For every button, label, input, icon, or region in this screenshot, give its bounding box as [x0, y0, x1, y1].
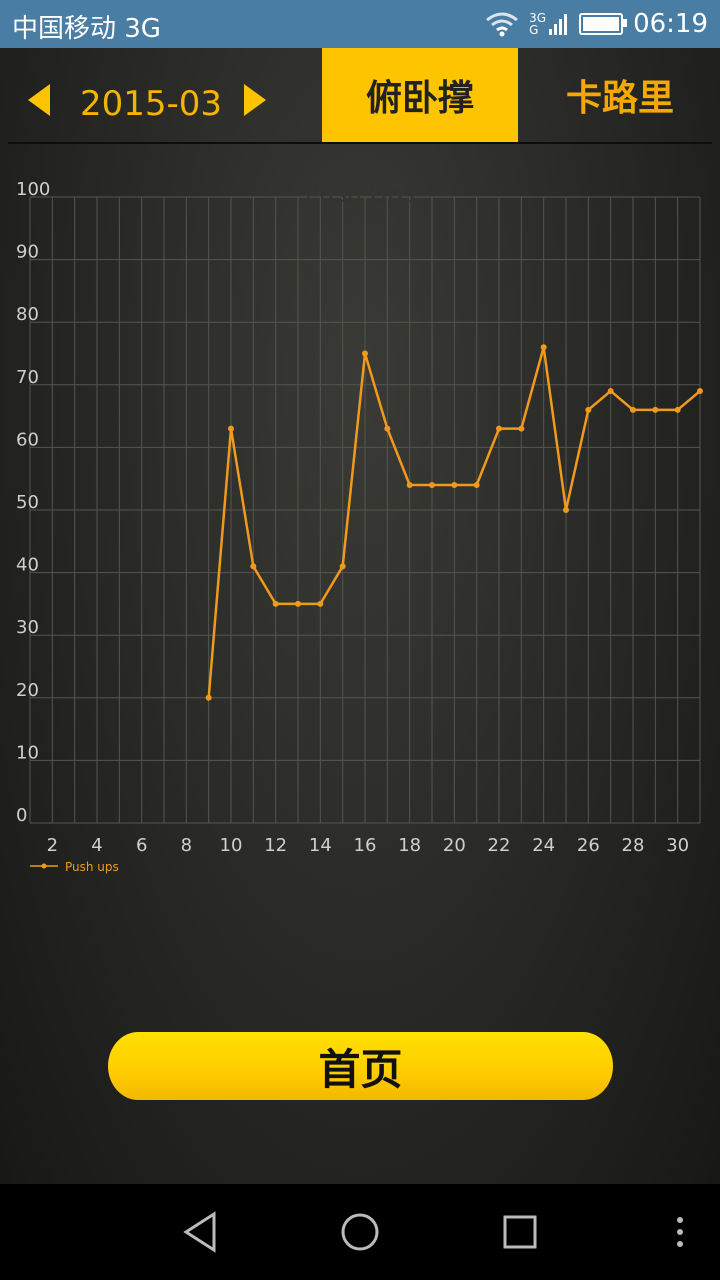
y-tick-label: 30 [16, 617, 39, 638]
home-circle-icon[interactable] [340, 1210, 380, 1254]
legend-marker [41, 863, 47, 869]
recent-apps-icon[interactable] [502, 1210, 538, 1254]
data-point [607, 388, 614, 395]
arrow-right-icon [244, 84, 266, 116]
network-type-bottom: G [529, 23, 539, 37]
y-tick-label: 70 [16, 367, 39, 388]
x-tick-label: 12 [264, 835, 287, 856]
nav-bar [0, 1184, 720, 1280]
y-tick-label: 60 [16, 429, 39, 450]
tab-calories[interactable]: 卡路里 [565, 78, 674, 119]
data-point [496, 425, 502, 432]
home-button[interactable]: 首页 [108, 1032, 613, 1100]
data-point [540, 344, 547, 351]
header-divider [8, 142, 712, 144]
y-tick-label: 50 [16, 492, 39, 513]
data-point [250, 563, 257, 570]
data-point [585, 406, 592, 413]
x-tick-label: 8 [181, 835, 192, 856]
more-menu-icon[interactable] [672, 1210, 688, 1254]
x-tick-label: 2 [47, 835, 58, 856]
y-tick-label: 10 [16, 742, 39, 763]
data-point [652, 406, 659, 413]
arrow-left-icon [28, 84, 50, 116]
x-tick-label: 26 [577, 835, 600, 856]
status-bar: 中国移动 3G 3G G 06:19 [0, 0, 720, 48]
x-tick-label: 4 [91, 835, 102, 856]
network-type-top: 3G [529, 11, 547, 25]
data-point [429, 481, 435, 488]
x-tick-label: 16 [354, 835, 377, 856]
y-tick-label: 20 [16, 680, 39, 701]
status-icons: 3G G 06:19 [485, 8, 708, 40]
data-point [317, 600, 324, 607]
data-point [384, 425, 391, 432]
data-point [697, 388, 703, 395]
x-tick-label: 22 [488, 835, 511, 856]
x-tick-label: 14 [309, 835, 332, 856]
back-icon[interactable] [180, 1210, 220, 1254]
y-tick-label: 80 [16, 304, 39, 325]
data-point [228, 425, 234, 432]
prev-month-button[interactable] [22, 80, 58, 120]
chart-title: Push Ups [305, 180, 415, 208]
data-point [563, 507, 569, 513]
next-month-button[interactable] [238, 80, 274, 120]
month-label: 2015-03 [80, 84, 223, 124]
x-tick-label: 24 [532, 835, 555, 856]
data-point [295, 600, 301, 607]
tab-pushups[interactable]: 俯卧撑 [322, 48, 518, 142]
y-tick-label: 0 [16, 805, 27, 826]
clock: 06:19 [633, 9, 708, 39]
y-tick-label: 40 [16, 555, 39, 576]
x-tick-label: 6 [136, 835, 147, 856]
data-point [473, 481, 480, 488]
signal-icon: 3G G [529, 11, 569, 37]
data-point [518, 425, 525, 432]
data-point [272, 600, 279, 607]
x-tick-label: 10 [220, 835, 243, 856]
data-point [406, 481, 413, 488]
data-point [339, 563, 346, 570]
x-tick-label: 18 [398, 835, 421, 856]
battery-icon [579, 13, 628, 35]
x-tick-label: 20 [443, 835, 466, 856]
data-point [205, 694, 212, 701]
legend-label: Push ups [65, 860, 119, 874]
carrier-label: 中国移动 3G [12, 14, 161, 44]
y-tick-label: 90 [16, 242, 39, 263]
y-tick-label: 100 [16, 179, 50, 200]
data-point [362, 350, 368, 357]
wifi-icon [486, 12, 519, 37]
data-point [674, 406, 681, 413]
x-tick-label: 30 [666, 835, 689, 856]
x-tick-label: 28 [622, 835, 645, 856]
data-point [630, 406, 636, 413]
data-point [451, 481, 458, 488]
